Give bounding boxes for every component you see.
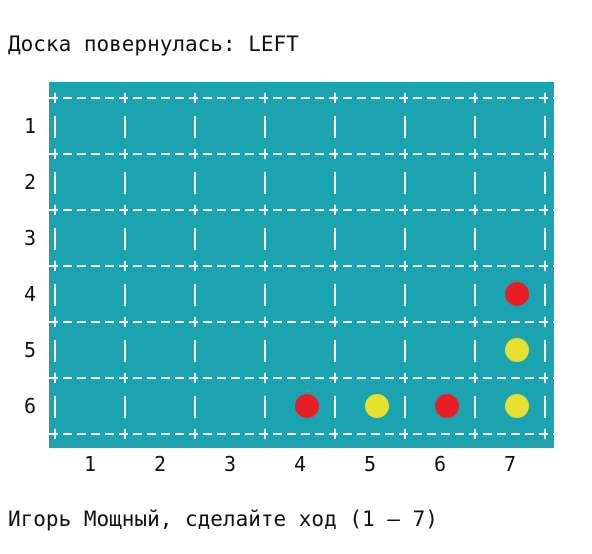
row-label: 5 bbox=[23, 338, 37, 362]
column-label: 3 bbox=[223, 452, 237, 476]
row-label: 3 bbox=[23, 226, 37, 250]
column-label: 4 bbox=[293, 452, 307, 476]
yellow-piece bbox=[505, 394, 529, 418]
row-label: 4 bbox=[23, 282, 37, 306]
row-label: 1 bbox=[23, 114, 37, 138]
red-piece bbox=[295, 394, 319, 418]
yellow-piece bbox=[505, 338, 529, 362]
red-piece bbox=[435, 394, 459, 418]
red-piece bbox=[505, 282, 529, 306]
board-grid bbox=[49, 93, 554, 439]
yellow-piece bbox=[365, 394, 389, 418]
row-label: 2 bbox=[23, 170, 37, 194]
column-label: 2 bbox=[153, 452, 167, 476]
column-label: 5 bbox=[363, 452, 377, 476]
column-label: 6 bbox=[433, 452, 447, 476]
column-label: 1 bbox=[83, 452, 97, 476]
column-label: 7 bbox=[503, 452, 517, 476]
status-message: Доска повернулась: LEFT bbox=[8, 32, 299, 56]
row-label: 6 bbox=[23, 394, 37, 418]
game-board[interactable] bbox=[49, 82, 554, 448]
move-prompt: Игорь Мощный, сделайте ход (1 – 7) bbox=[8, 507, 438, 531]
